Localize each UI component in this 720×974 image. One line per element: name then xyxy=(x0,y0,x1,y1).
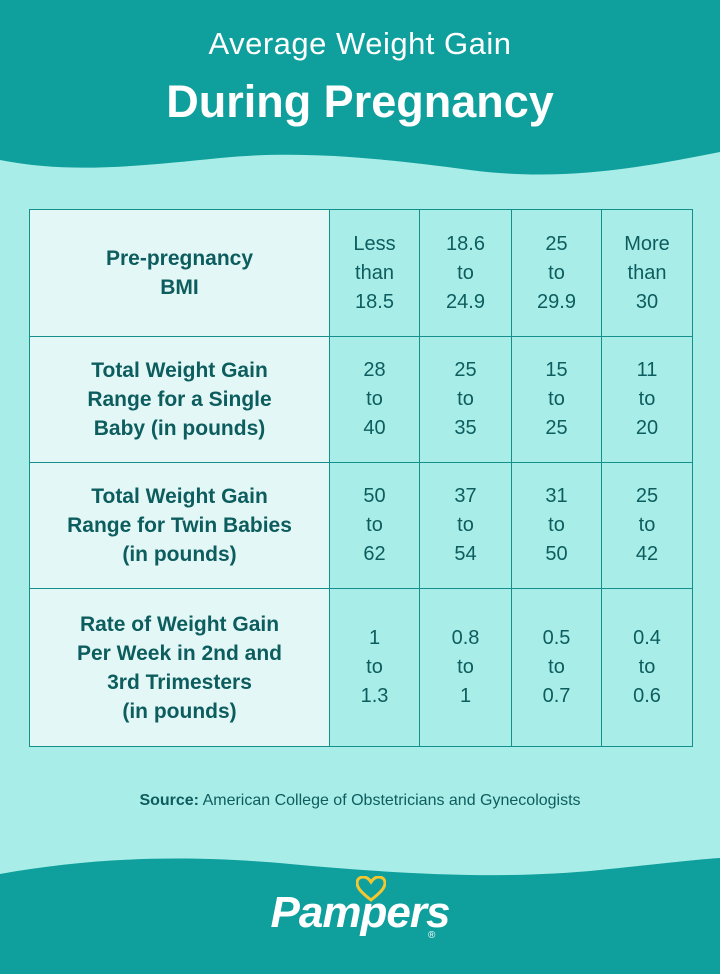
table-cell: 11 to 20 xyxy=(601,336,693,463)
footer-wave-background xyxy=(0,858,720,974)
registered-mark: ® xyxy=(428,930,436,941)
table-cell: 25 to 42 xyxy=(601,462,693,589)
table-cell: 0.4 to 0.6 xyxy=(601,588,693,747)
row-header-twin-babies: Total Weight Gain Range for Twin Babies … xyxy=(29,462,330,589)
table-cell: 25 to 35 xyxy=(419,336,512,463)
row-header-single-baby: Total Weight Gain Range for a Single Bab… xyxy=(29,336,330,463)
title-line-1: Average Weight Gain xyxy=(208,26,512,61)
header-wave-background xyxy=(0,0,720,175)
table-cell: Less than 18.5 xyxy=(329,209,420,337)
table-cell: 0.5 to 0.7 xyxy=(511,588,602,747)
table-cell: 28 to 40 xyxy=(329,336,420,463)
source-label: Source: xyxy=(139,792,200,809)
table-cell: More than 30 xyxy=(601,209,693,337)
table-cell: 31 to 50 xyxy=(511,462,602,589)
table-row: Total Weight Gain Range for Twin Babies … xyxy=(29,462,693,589)
table-cell: 50 to 62 xyxy=(329,462,420,589)
table-row: Pre-pregnancy BMI Less than 18.5 18.6 to 24.… xyxy=(29,209,693,337)
footer-banner xyxy=(0,844,720,974)
table-row: Total Weight Gain Range for a Single Bab… xyxy=(29,336,693,463)
row-header-bmi: Pre-pregnancy BMI xyxy=(29,209,330,337)
table-cell: 1 to 1.3 xyxy=(329,588,420,747)
table-cell: 0.8 to 1 xyxy=(419,588,512,747)
table-row: Rate of Weight Gain Per Week in 2nd and … xyxy=(29,588,693,747)
table-cell: 15 to 25 xyxy=(511,336,602,463)
table-cell: 37 to 54 xyxy=(419,462,512,589)
source-note: Source: American College of Obstetrician… xyxy=(0,792,720,810)
table-cell: 25 to 29.9 xyxy=(511,209,602,337)
weight-gain-table: Pre-pregnancy BMI Less than 18.5 18.6 to 24.… xyxy=(29,209,693,747)
heart-icon xyxy=(356,876,386,902)
table-cell: 18.6 to 24.9 xyxy=(419,209,512,337)
row-header-weekly-rate: Rate of Weight Gain Per Week in 2nd and … xyxy=(29,588,330,747)
header-banner: Average Weight Gain During Pregnancy xyxy=(0,0,720,200)
source-text: American College of Obstetricians and Gy… xyxy=(202,792,581,809)
title-line-2: During Pregnancy xyxy=(166,76,554,127)
pampers-logo: Pampers xyxy=(270,888,451,937)
